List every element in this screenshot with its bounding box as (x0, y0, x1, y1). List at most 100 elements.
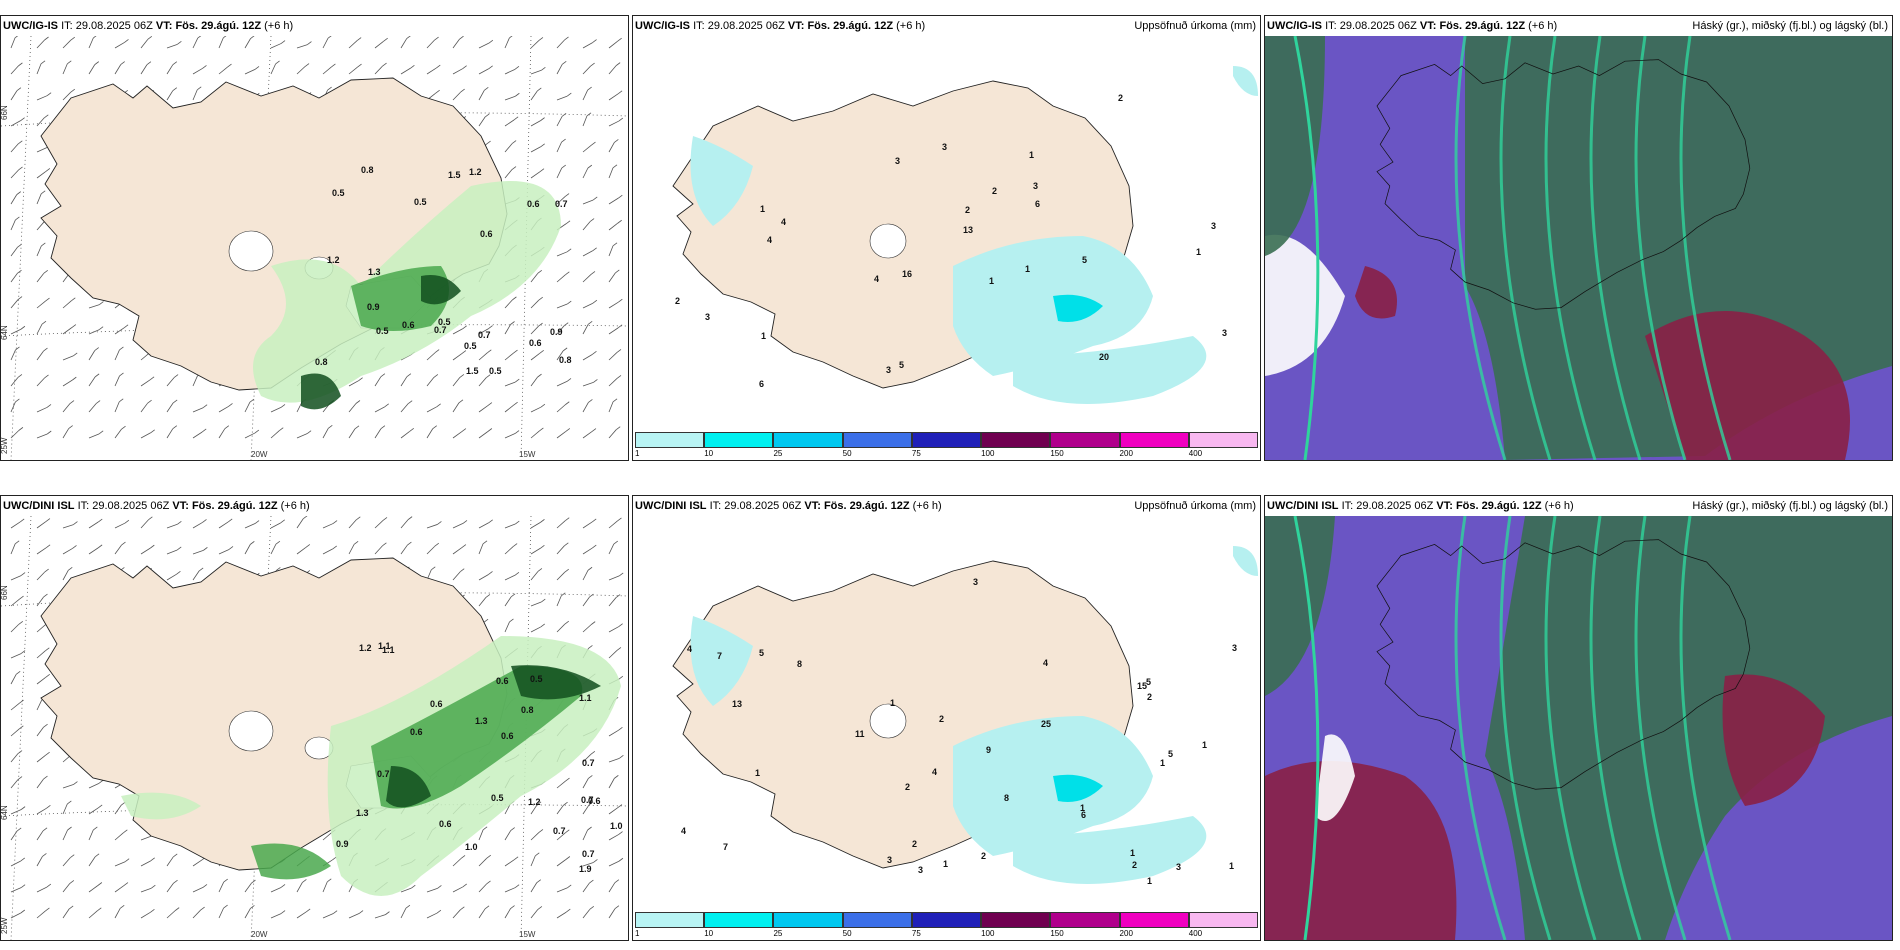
wind-barb-feather (436, 909, 442, 914)
precip-value-label: 0.7 (434, 325, 447, 335)
wind-barb-feather (19, 595, 24, 600)
precip-colorbar: 1 10 25 50 75 100 150 200 400 (635, 432, 1258, 458)
precip-amount-label: 25 (1041, 719, 1051, 729)
lon-label-25w: 25W (1, 917, 9, 934)
wind-barb-feather (327, 36, 332, 39)
wind-barb (296, 882, 303, 893)
wind-barb (244, 544, 251, 555)
wind-barb (166, 402, 174, 413)
precip-value-label: 0.6 (588, 796, 601, 806)
wind-barb-feather (176, 546, 182, 551)
wind-barb-feather (172, 87, 178, 91)
wind-barb (140, 379, 151, 387)
wind-barb (10, 623, 20, 633)
precip-amount-label: 13 (963, 225, 973, 235)
map-area (1265, 36, 1892, 460)
wind-barb-feather (617, 804, 623, 808)
wind-barb-feather (615, 594, 621, 598)
precip-amount-label: 5 (1168, 749, 1173, 759)
wind-barb-feather (45, 544, 51, 549)
wind-barb (192, 859, 203, 867)
wind-barb-feather (307, 41, 312, 45)
wind-barb-feather (45, 907, 50, 912)
wind-barb-feather (618, 675, 624, 680)
wind-barb-feather (587, 164, 593, 169)
wind-barb-feather (486, 140, 491, 145)
precip-contour (1053, 294, 1103, 322)
wind-barb-feather (305, 544, 311, 548)
colorbar-swatch (981, 912, 1051, 928)
wind-barb (296, 433, 308, 439)
wind-barb-feather (280, 910, 286, 914)
wind-barb-feather (589, 906, 595, 910)
wind-barb (192, 89, 198, 101)
wind-barb-feather (538, 322, 543, 327)
cloud-contour (1265, 761, 1457, 940)
wind-barb (114, 544, 122, 555)
wind-barb (478, 431, 489, 439)
wind-barb (270, 407, 282, 413)
wind-barb (426, 428, 434, 439)
wind-barb (62, 91, 72, 101)
wind-barb-feather (460, 906, 465, 911)
wind-barb (62, 524, 74, 529)
precip-amount-label: 6 (1035, 199, 1040, 209)
wind-barb (10, 887, 22, 893)
wind-barb-feather (434, 542, 440, 547)
cloud-contour (1265, 234, 1345, 376)
wind-barb (452, 91, 461, 101)
precip-amount-label: 2 (939, 714, 944, 724)
wind-barb-feather (227, 63, 232, 68)
contour-line (1589, 516, 1642, 940)
precip-amount-label: 3 (1222, 328, 1227, 338)
contour-line (1634, 36, 1687, 460)
wind-barb-feather (275, 60, 280, 65)
wind-barb (530, 352, 540, 361)
wind-barb (10, 219, 16, 231)
wind-barb (478, 908, 486, 919)
wind-barb (244, 523, 256, 529)
wind-barb-feather (406, 36, 411, 39)
wind-barb (608, 860, 620, 867)
wind-barb-feather (615, 62, 621, 66)
wind-barb-feather (483, 618, 489, 623)
wind-barb-feather (561, 592, 566, 597)
wind-barb-feather (228, 403, 233, 407)
colorbar-swatch (773, 912, 843, 928)
precip-value-label: 1.2 (528, 797, 541, 807)
precip-amount-label: 1 (1025, 264, 1030, 274)
wind-barb (400, 907, 407, 919)
wind-barb-feather (562, 347, 568, 352)
model-name: UWC/DINI ISL (1267, 500, 1339, 512)
wind-barb (322, 428, 329, 439)
wind-barb (478, 543, 484, 555)
wind-barb (582, 547, 593, 555)
wind-barb (608, 245, 614, 257)
precip-amount-label: 6 (759, 379, 764, 389)
precip-amount-label: 4 (687, 644, 692, 654)
wind-barb (530, 571, 539, 581)
wind-barb-feather (592, 299, 598, 304)
wind-barb (608, 650, 618, 659)
wind-barb-feather (484, 905, 490, 910)
wind-barb-feather (43, 270, 48, 274)
wind-barb-feather (565, 777, 570, 782)
wind-barb-feather (45, 297, 50, 302)
wind-barb-feather (250, 541, 255, 545)
map-area: 1 4 6 3 2 1 2 3 2 1 3 4 5 3 16 13 20 2 1 6 3 3 1 4 1 3 5 (633, 36, 1260, 432)
wind-barb-feather (617, 517, 622, 522)
model-name: UWC/DINI ISL (3, 500, 75, 512)
valid-time: Fös. 29.ágú. 12Z (1455, 500, 1542, 512)
wind-barb-feather (612, 398, 618, 403)
precip-contour (1013, 336, 1207, 404)
wind-barb-feather (591, 428, 597, 432)
wind-barb-feather (43, 775, 48, 780)
wind-barb-feather (437, 885, 442, 889)
wind-barb-feather (593, 859, 598, 863)
wind-barb-feather (41, 242, 46, 247)
wind-barb-feather (67, 826, 72, 831)
wind-barb-feather (592, 247, 597, 252)
wind-barb-feather (46, 804, 51, 809)
wind-barb (36, 571, 45, 581)
wind-barb (10, 653, 22, 659)
